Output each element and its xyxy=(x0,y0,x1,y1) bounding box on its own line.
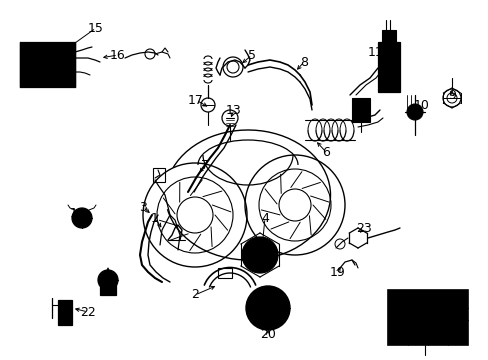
Text: 3: 3 xyxy=(139,201,146,213)
Text: 12: 12 xyxy=(352,102,368,114)
Text: 21: 21 xyxy=(97,275,113,288)
Circle shape xyxy=(24,44,40,60)
Bar xyxy=(218,268,231,278)
Text: 15: 15 xyxy=(88,22,104,35)
Bar xyxy=(153,168,164,182)
Bar xyxy=(387,290,467,345)
Bar xyxy=(377,42,399,92)
Text: 2: 2 xyxy=(191,288,199,302)
Text: 7: 7 xyxy=(201,158,208,171)
Text: 22: 22 xyxy=(80,306,96,319)
Text: 18: 18 xyxy=(409,319,425,332)
Bar xyxy=(58,300,72,325)
Text: 5: 5 xyxy=(247,49,256,62)
Text: 9: 9 xyxy=(447,89,455,102)
Text: 19: 19 xyxy=(329,266,345,279)
Text: 13: 13 xyxy=(225,104,242,117)
Text: 14: 14 xyxy=(70,207,86,220)
Text: 17: 17 xyxy=(188,94,203,107)
Text: 11: 11 xyxy=(367,45,383,59)
Text: 4: 4 xyxy=(261,212,268,225)
Bar xyxy=(381,30,395,44)
Text: 6: 6 xyxy=(322,145,329,158)
Bar xyxy=(351,98,369,122)
Circle shape xyxy=(72,208,92,228)
Circle shape xyxy=(98,270,118,290)
Text: 1: 1 xyxy=(151,212,159,225)
Text: 23: 23 xyxy=(355,221,371,234)
Bar xyxy=(20,42,75,87)
Text: 16: 16 xyxy=(110,49,125,62)
Circle shape xyxy=(24,70,40,86)
Circle shape xyxy=(242,237,278,273)
Text: 8: 8 xyxy=(299,55,307,68)
Circle shape xyxy=(406,104,422,120)
Bar xyxy=(100,275,116,295)
Circle shape xyxy=(245,286,289,330)
Text: 10: 10 xyxy=(413,99,429,112)
Text: 20: 20 xyxy=(260,328,275,342)
